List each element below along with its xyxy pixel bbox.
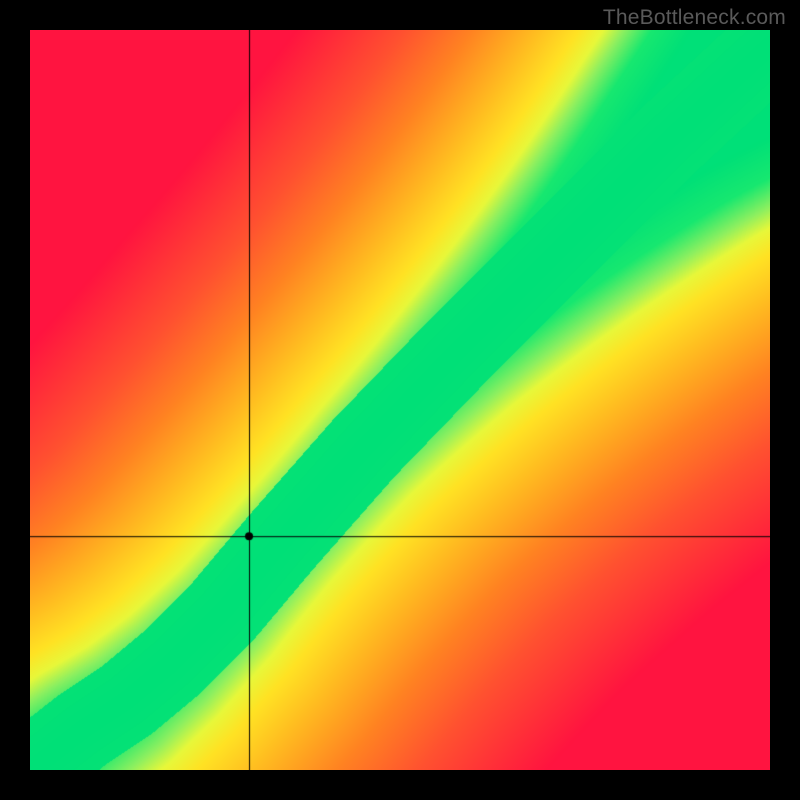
heatmap-plot-area [30,30,770,770]
watermark-text: TheBottleneck.com [603,6,786,30]
crosshair-overlay [30,30,770,770]
chart-container: TheBottleneck.com [0,0,800,800]
